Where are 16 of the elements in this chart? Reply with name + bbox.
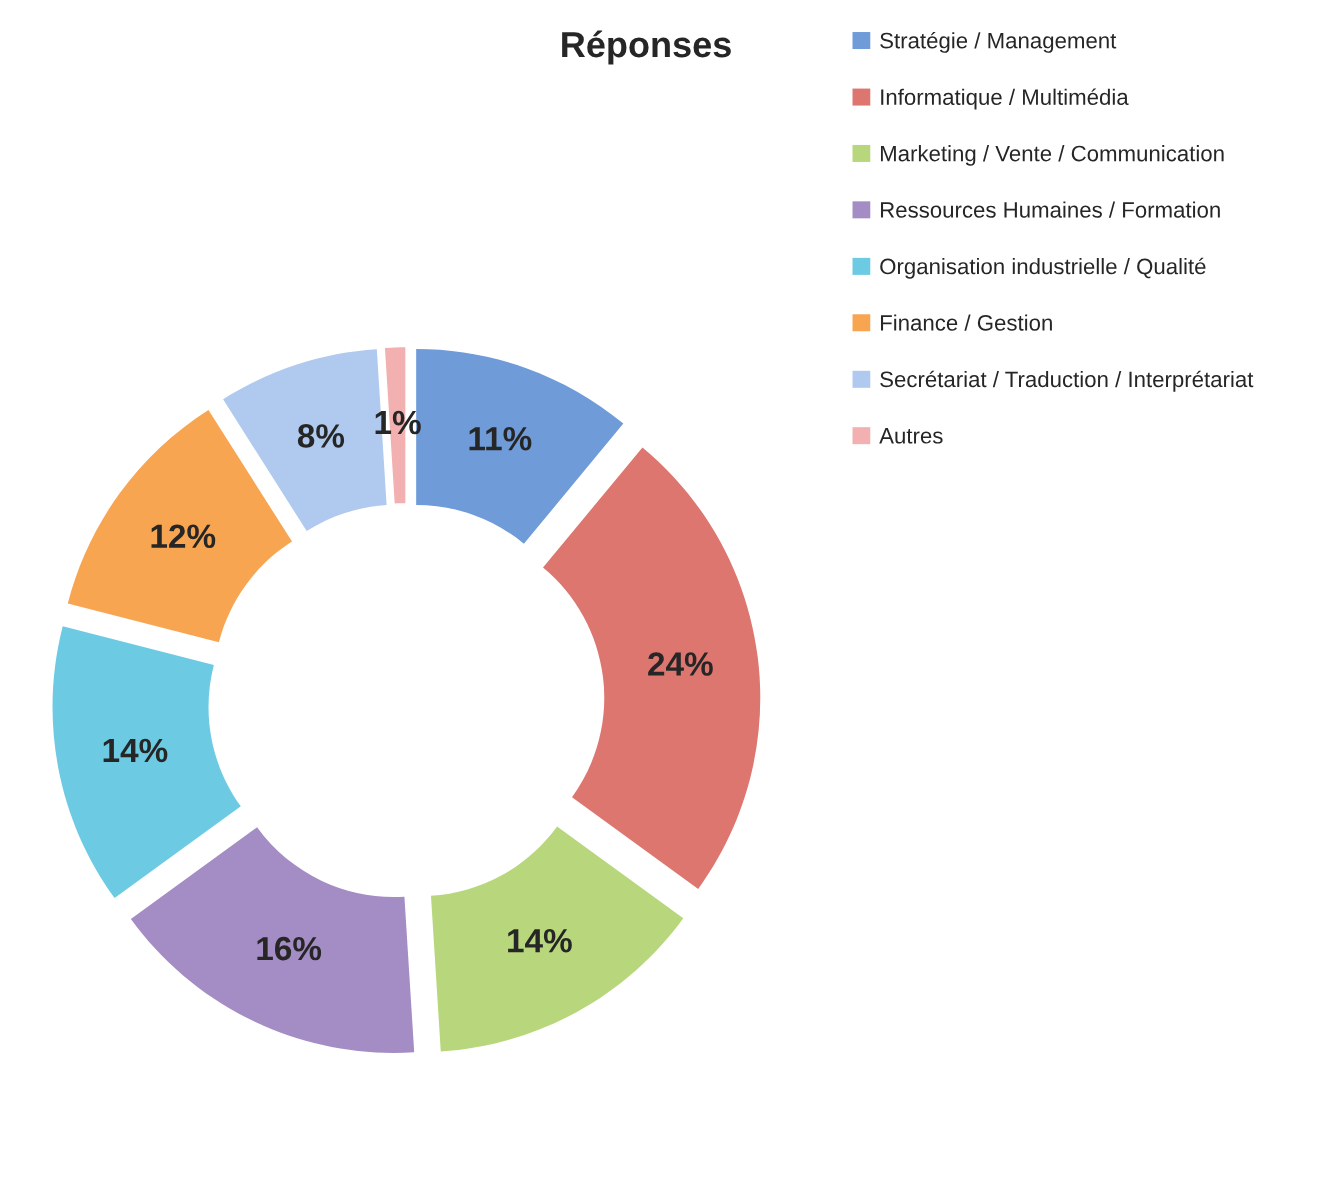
data-label: 14% xyxy=(103,738,168,763)
legend-label: Informatique / Multimédia xyxy=(881,88,1129,110)
data-label: 12% xyxy=(151,524,216,549)
data-label: 24% xyxy=(648,652,713,676)
data-label: 16% xyxy=(257,936,322,961)
legend-label: Secrétariat / Traduction / Interprétariat xyxy=(880,370,1254,392)
legend-label: Finance / Gestion xyxy=(880,314,1052,331)
data-label: 14% xyxy=(508,929,572,953)
chart-title: Réponses xyxy=(562,30,731,65)
data-label: 11% xyxy=(469,427,532,451)
legend-label: Organisation industrielle / Qualité xyxy=(880,257,1206,279)
legend-label: Ressources Humaines / Formation xyxy=(880,201,1220,218)
data-label: 8% xyxy=(297,424,345,448)
legend-label: Marketing / Vente / Communication xyxy=(880,145,1224,166)
legend-label: Autres xyxy=(879,428,943,444)
legend-label: Stratégie / Management xyxy=(880,31,1117,53)
